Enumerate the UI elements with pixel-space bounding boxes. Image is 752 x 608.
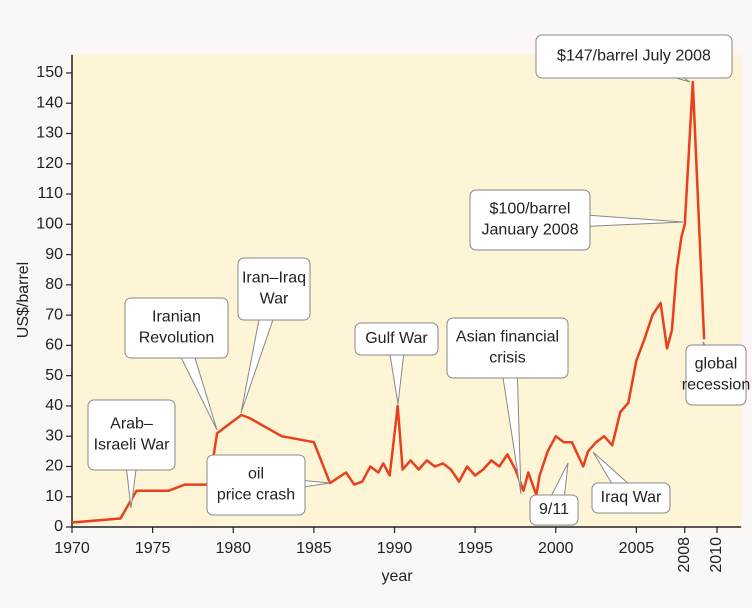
callout: Iranian Revolution [124, 297, 229, 431]
callout-text: price crash [217, 487, 295, 504]
x-tick-label: 2005 [619, 540, 655, 557]
y-tick-label: 40 [45, 397, 63, 414]
y-tick-label: 20 [45, 458, 63, 475]
plot-area [72, 54, 742, 528]
callout: Asian financial crisis [446, 317, 569, 495]
callout-cover [239, 259, 309, 319]
callout-text: Gulf War [365, 330, 428, 347]
callout-cover [537, 36, 731, 77]
callout-cover [126, 299, 227, 357]
x-tick-label: 2000 [538, 540, 574, 557]
callout-text: War [260, 291, 289, 308]
y-tick-label: 130 [36, 125, 63, 142]
x-tick-label: 1980 [215, 540, 251, 557]
y-tick-label: 100 [36, 216, 63, 233]
y-tick-label: 10 [45, 488, 63, 505]
x-tick-label: 1990 [377, 540, 413, 557]
callout-text: $147/barrel July 2008 [557, 48, 711, 65]
callout-text: Iranian [152, 309, 201, 326]
callout-cover [208, 456, 304, 514]
callout: Arab– Israeli War [87, 399, 176, 509]
callout-text: $100/barrel [490, 201, 571, 218]
callout-text: Iran–Iraq [242, 270, 306, 287]
callout-text: crisis [489, 350, 525, 367]
callout-text: 9/11 [539, 501, 569, 518]
callout: Iran–Iraq War [237, 257, 311, 414]
callout-cover [687, 346, 745, 404]
price-line [71, 80, 706, 524]
callout-cover [448, 319, 567, 377]
x-tick-label: 2008 [676, 537, 693, 573]
callout-cover [531, 496, 577, 524]
x-tick-label: 1975 [135, 540, 171, 557]
callout: $147/barrel July 2008 [535, 34, 733, 83]
callout-text: January 2008 [482, 222, 579, 239]
x-tick-label: 2010 [708, 537, 725, 573]
y-tick-label: 60 [45, 337, 63, 354]
callout-cover [593, 484, 669, 512]
x-tick-label: 1970 [54, 540, 90, 557]
callout-cover [471, 191, 589, 249]
y-tick-label: 30 [45, 427, 63, 444]
callout: 9/11 [529, 462, 579, 526]
x-tick-label: 1995 [457, 540, 493, 557]
y-tick-label: 50 [45, 367, 63, 384]
y-tick-label: 90 [45, 246, 63, 263]
callout-cover [356, 324, 437, 354]
callout-text: Israeli War [94, 437, 171, 454]
x-tick-label: 1985 [296, 540, 332, 557]
callout-text: oil [248, 466, 264, 483]
y-axis-label: US$/barrel [15, 262, 32, 338]
y-tick-label: 140 [36, 94, 63, 111]
y-tick-label: 120 [36, 155, 63, 172]
callout: $100/barrel January 2008 [469, 189, 684, 251]
callout: Iraq War [591, 451, 671, 514]
y-tick-label: 70 [45, 306, 63, 323]
callout-text: Arab– [110, 416, 153, 433]
callout-text: Asian financial [456, 329, 559, 346]
callout: Gulf War [354, 322, 439, 405]
y-tick-label: 80 [45, 276, 63, 293]
x-axis-label: year [381, 568, 413, 585]
callout-text: recession [682, 377, 750, 394]
callout: global recession [682, 341, 750, 406]
callout-text: Iraq War [601, 489, 662, 506]
y-tick-label: 150 [36, 64, 63, 81]
callout-text: Revolution [139, 330, 215, 347]
y-tick-label: 0 [54, 518, 63, 535]
callout: oil price crash [206, 454, 331, 516]
y-tick-label: 110 [37, 185, 63, 202]
callout-cover [89, 401, 174, 469]
callout-text: global [695, 356, 738, 373]
